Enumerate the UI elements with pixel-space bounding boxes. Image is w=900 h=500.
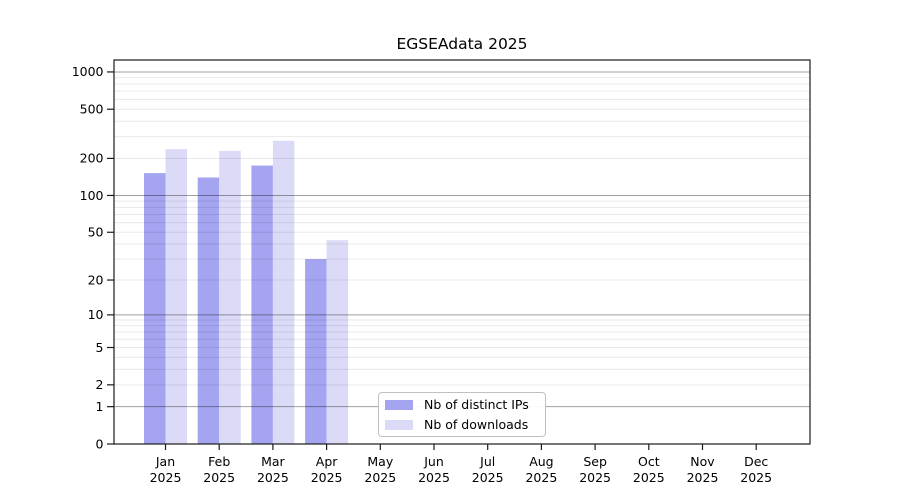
y-tick-label-200: 200 [80,151,104,166]
x-tick-label-month-apr: Apr [316,454,338,469]
x-tick-label-year-dec: 2025 [740,470,772,485]
x-tick-label-month-sep: Sep [583,454,607,469]
legend-label-distinct-ips: Nb of distinct IPs [424,397,529,412]
y-tick-label-50: 50 [88,225,104,240]
x-tick-label-month-dec: Dec [744,454,768,469]
bar-mar-downloads [272,140,295,445]
y-tick-label-10: 10 [88,307,104,322]
x-tick-label-month-nov: Nov [690,454,715,469]
bar-jan-downloads [165,149,187,444]
y-tick-label-2: 2 [96,377,104,392]
x-tick-label-month-jul: Jul [479,454,495,469]
bar-feb-distinct-ips [197,177,220,444]
x-tick-label-year-nov: 2025 [687,470,719,485]
x-tick-label-year-may: 2025 [364,470,396,485]
x-tick-label-year-sep: 2025 [579,470,611,485]
y-tick-label-0: 0 [96,436,104,451]
y-tick-label-1000: 1000 [72,64,104,79]
x-tick-label-month-feb: Feb [208,454,230,469]
y-tick-label-1: 1 [96,399,104,414]
x-tick-label-month-jan: Jan [155,454,175,469]
y-tick-label-500: 500 [80,102,104,117]
x-tick-label-month-may: May [367,454,393,469]
x-tick-label-year-apr: 2025 [311,470,343,485]
x-tick-label-year-jul: 2025 [472,470,504,485]
legend-swatch-distinct-ips [385,399,413,410]
bar-jan-distinct-ips [144,173,166,444]
x-tick-label-month-mar: Mar [261,454,285,469]
y-tick-label-5: 5 [96,340,104,355]
legend-row-distinct-ips: Nb of distinct IPs [385,396,539,413]
x-tick-label-month-aug: Aug [529,454,553,469]
legend-row-downloads: Nb of downloads [385,416,539,433]
y-tick-label-20: 20 [88,272,104,287]
x-tick-label-year-feb: 2025 [203,470,235,485]
x-tick-label-year-jan: 2025 [150,470,182,485]
y-tick-label-100: 100 [80,188,104,203]
x-tick-label-month-jun: Jun [423,454,444,469]
legend-swatch-downloads [385,419,413,430]
legend-label-downloads: Nb of downloads [424,417,529,432]
chart-title: EGSEAdata 2025 [396,35,528,53]
x-tick-label-month-oct: Oct [638,454,660,469]
x-tick-label-year-oct: 2025 [633,470,665,485]
bar-feb-downloads [219,150,241,444]
x-tick-label-year-aug: 2025 [525,470,557,485]
x-tick-label-year-jun: 2025 [418,470,450,485]
bar-mar-distinct-ips [251,165,273,444]
legend: Nb of distinct IPs Nb of downloads [378,392,546,437]
plot-spines [113,59,811,445]
bar-apr-distinct-ips [305,259,327,444]
x-tick-label-year-mar: 2025 [257,470,289,485]
bar-apr-downloads [326,240,349,444]
